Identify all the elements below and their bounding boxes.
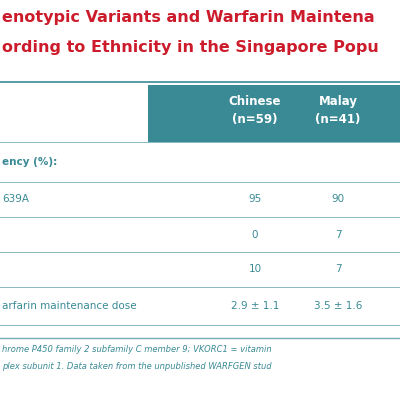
Text: 0: 0 [252, 230, 258, 240]
Text: 3.5 ± 1.6: 3.5 ± 1.6 [314, 301, 362, 311]
Text: hrome P450 family 2 subfamily C member 9; VKORC1 = vitamin: hrome P450 family 2 subfamily C member 9… [2, 345, 272, 354]
Text: enotypic Variants and Warfarin Maintena: enotypic Variants and Warfarin Maintena [2, 10, 375, 25]
Text: 10: 10 [248, 264, 262, 274]
Text: 639A: 639A [2, 194, 29, 204]
Text: 90: 90 [332, 194, 344, 204]
Text: 7: 7 [335, 230, 341, 240]
Bar [148, 85, 400, 142]
Text: 95: 95 [248, 194, 262, 204]
Text: ency (%):: ency (%): [2, 157, 57, 167]
Text: Malay
(n=41): Malay (n=41) [315, 95, 361, 126]
Text: 7: 7 [335, 264, 341, 274]
Text: plex subunit 1. Data taken from the unpublished WARFGEN stud: plex subunit 1. Data taken from the unpu… [2, 362, 272, 371]
Text: Chinese
(n=59): Chinese (n=59) [229, 95, 281, 126]
Text: arfarin maintenance dose: arfarin maintenance dose [2, 301, 137, 311]
Text: ording to Ethnicity in the Singapore Popu: ording to Ethnicity in the Singapore Pop… [2, 40, 379, 55]
Text: 2.9 ± 1.1: 2.9 ± 1.1 [231, 301, 279, 311]
